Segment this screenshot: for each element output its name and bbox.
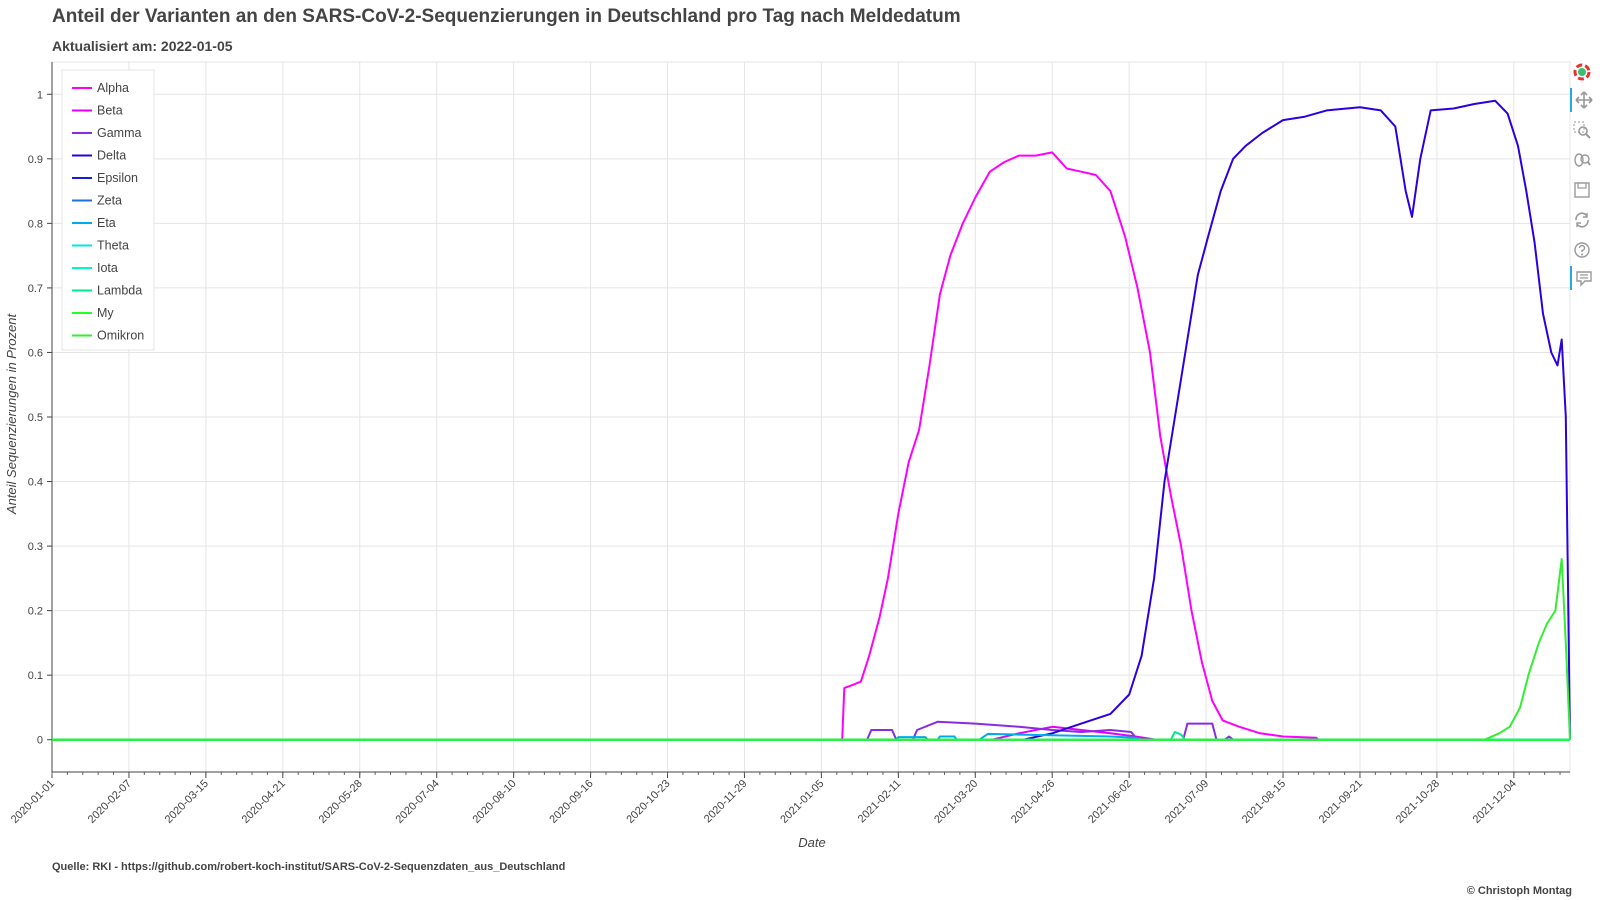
y-tick-label: 0 bbox=[37, 735, 43, 747]
legend-label: Omikron bbox=[97, 329, 144, 343]
chart-toolbar bbox=[1570, 60, 1594, 300]
series-line-delta bbox=[52, 99, 1571, 741]
x-tick-label: 2020-10-23 bbox=[624, 778, 672, 826]
series-line-alpha bbox=[52, 151, 1570, 741]
legend-label: Zeta bbox=[97, 194, 122, 208]
legend-item[interactable]: Zeta bbox=[72, 194, 122, 208]
copyright-note: © Christoph Montag bbox=[1466, 885, 1572, 897]
y-tick-label: 0.1 bbox=[28, 670, 43, 682]
pan-icon[interactable] bbox=[1570, 88, 1596, 112]
hover-icon[interactable] bbox=[1570, 266, 1596, 290]
x-tick-label: 2021-07-09 bbox=[1163, 778, 1211, 826]
legend-label: Iota bbox=[97, 261, 118, 275]
chart-title: Anteil der Varianten an den SARS-CoV-2-S… bbox=[52, 6, 961, 27]
x-tick-label: 2021-08-15 bbox=[1240, 778, 1288, 826]
x-tick-label: 2020-11-29 bbox=[702, 778, 750, 826]
x-tick-label: 2021-03-20 bbox=[932, 778, 980, 826]
x-axis-label: Date bbox=[798, 835, 825, 850]
legend-item[interactable]: Omikron bbox=[72, 329, 144, 343]
x-tick-label: 2021-02-11 bbox=[856, 778, 904, 826]
y-tick-label: 0.2 bbox=[28, 606, 43, 618]
y-tick-label: 0.6 bbox=[28, 347, 43, 359]
x-tick-label: 2021-04-26 bbox=[1009, 778, 1057, 826]
source-note: Quelle: RKI - https://github.com/robert-… bbox=[52, 861, 566, 873]
legend-label: Theta bbox=[97, 239, 129, 253]
legend-item[interactable]: Delta bbox=[72, 149, 126, 163]
x-tick-label: 2020-08-10 bbox=[470, 778, 518, 826]
x-tick-label: 2021-12-04 bbox=[1471, 778, 1519, 826]
y-tick-label: 0.7 bbox=[28, 283, 43, 295]
series-lines bbox=[52, 99, 1571, 741]
box-zoom-icon[interactable] bbox=[1570, 118, 1594, 142]
legend-box bbox=[61, 69, 155, 351]
x-tick-label: 2021-09-21 bbox=[1317, 778, 1365, 826]
grid bbox=[51, 61, 1571, 773]
y-tick-label: 0.5 bbox=[28, 412, 43, 424]
legend-label: Beta bbox=[97, 104, 123, 118]
x-tick-label: 2021-01-05 bbox=[778, 778, 826, 826]
x-tick-label: 2021-10-28 bbox=[1394, 778, 1442, 826]
legend-item[interactable]: Epsilon bbox=[72, 171, 138, 185]
legend-item[interactable]: Beta bbox=[72, 104, 123, 118]
legend-label: Lambda bbox=[97, 284, 142, 298]
reset-icon[interactable] bbox=[1570, 208, 1594, 232]
x-tick-label: 2021-06-02 bbox=[1086, 778, 1134, 826]
y-tick-label: 0.4 bbox=[28, 477, 43, 489]
save-icon[interactable] bbox=[1570, 178, 1594, 202]
help-icon[interactable] bbox=[1570, 238, 1594, 262]
x-tick-label: 2020-09-16 bbox=[547, 778, 595, 826]
x-tick-label: 2020-02-07 bbox=[86, 778, 134, 826]
y-axis-label: Anteil Sequenzierungen in Prozent bbox=[4, 313, 19, 516]
x-tick-label: 2020-01-01 bbox=[9, 778, 57, 826]
legend-label: Eta bbox=[97, 216, 116, 230]
legend-label: Gamma bbox=[97, 126, 142, 140]
series-line-beta bbox=[52, 725, 1570, 741]
legend-item[interactable]: Alpha bbox=[72, 81, 129, 95]
legend-label: Delta bbox=[97, 149, 126, 163]
y-tick-label: 0.8 bbox=[28, 218, 43, 230]
wheel-zoom-icon[interactable] bbox=[1570, 148, 1594, 172]
chart-subtitle: Aktualisiert am: 2022-01-05 bbox=[52, 38, 233, 54]
y-tick-label: 0.3 bbox=[28, 541, 43, 553]
legend-item[interactable]: Gamma bbox=[72, 126, 142, 140]
x-tick-label: 2020-07-04 bbox=[394, 778, 442, 826]
bokeh-logo-icon[interactable] bbox=[1570, 60, 1594, 84]
y-tick-label: 0.9 bbox=[28, 154, 43, 166]
legend-item[interactable]: My bbox=[72, 306, 114, 320]
legend-item[interactable]: Theta bbox=[72, 239, 129, 253]
legend-label: Epsilon bbox=[97, 171, 138, 185]
x-tick-label: 2020-05-28 bbox=[317, 778, 365, 826]
legend-item[interactable]: Eta bbox=[72, 216, 116, 230]
x-tick-label: 2020-04-21 bbox=[240, 778, 288, 826]
legend-item[interactable]: Iota bbox=[72, 261, 118, 275]
legend-label: Alpha bbox=[97, 81, 129, 95]
x-tick-label: 2020-03-15 bbox=[163, 778, 211, 826]
legend: Alpha Beta Gamma Delta Epsilon Zeta Eta Theta Io… bbox=[61, 69, 155, 351]
legend-item[interactable]: Lambda bbox=[72, 284, 142, 298]
legend-label: My bbox=[97, 306, 114, 320]
y-tick-label: 1 bbox=[37, 89, 43, 101]
series-line-omikron bbox=[52, 558, 1571, 741]
